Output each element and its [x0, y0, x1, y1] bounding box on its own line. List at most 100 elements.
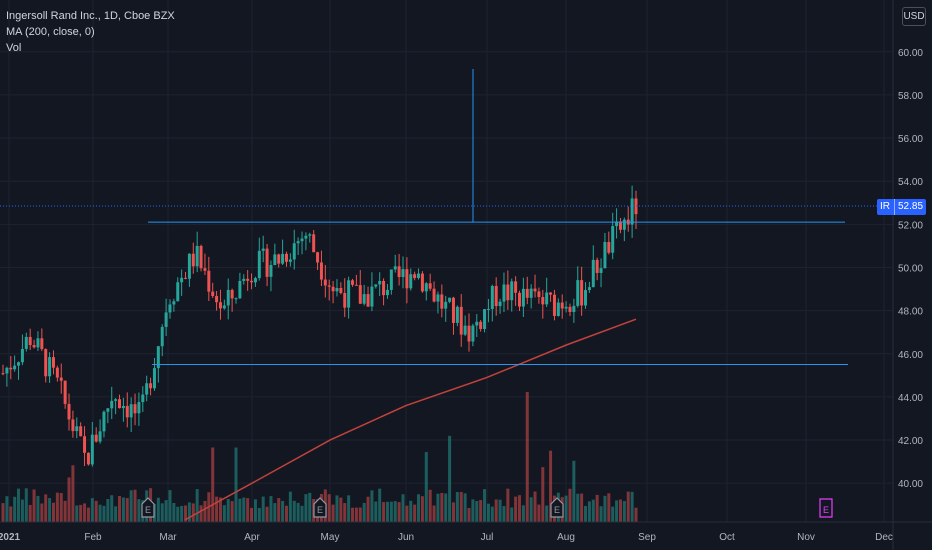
volume-bar — [545, 505, 549, 522]
volume-bar — [448, 435, 452, 522]
volume-bar — [269, 496, 273, 522]
earnings-marker-icon[interactable]: E — [141, 497, 155, 518]
earnings-marker-icon[interactable]: E — [550, 497, 564, 518]
ma-200-line — [184, 318, 637, 521]
volume-bar — [618, 499, 622, 522]
candle-body — [587, 287, 591, 291]
candle-body — [300, 238, 304, 242]
candle-body — [83, 436, 87, 453]
earnings-marker-icon[interactable]: E — [313, 497, 327, 518]
candle-body — [141, 394, 145, 403]
candle-body — [292, 243, 296, 260]
volume-bar — [393, 501, 397, 522]
ma-indicator-label[interactable]: MA (200, close, 0) — [6, 26, 95, 38]
volume-bar — [242, 497, 246, 522]
volume-bar — [471, 499, 475, 522]
volume-bar — [486, 503, 490, 522]
volume-bar — [160, 503, 164, 522]
candle-body — [145, 383, 149, 395]
volume-bar — [230, 501, 234, 522]
volume-indicator-label[interactable]: Vol — [6, 42, 22, 54]
volume-bar — [125, 498, 129, 522]
volume-bar — [133, 489, 137, 522]
candle-body — [479, 321, 483, 329]
candle-body — [622, 219, 626, 230]
volume-bar — [13, 496, 17, 522]
candle-body — [304, 235, 308, 239]
volume-bar — [253, 499, 257, 522]
candle-body — [343, 293, 347, 308]
candle-body — [459, 306, 463, 335]
candle-body — [180, 277, 184, 283]
volume-bar — [397, 502, 401, 522]
candle-body — [572, 305, 576, 312]
volume-bar — [102, 505, 106, 522]
candle-body — [137, 402, 141, 414]
candle-body — [335, 288, 339, 292]
candle-body — [351, 280, 355, 285]
candle-body — [417, 273, 421, 279]
candle-body — [327, 285, 331, 287]
candle-body — [86, 452, 90, 465]
volume-bar — [521, 505, 525, 522]
volume-bar — [110, 495, 114, 522]
volume-bar — [335, 495, 339, 522]
currency-button[interactable]: USD — [902, 7, 926, 26]
candle-body — [483, 309, 487, 329]
volume-bar — [83, 503, 87, 522]
earnings-marker-icon[interactable]: E — [819, 498, 833, 518]
candle-body — [129, 404, 133, 418]
volume-bar — [576, 493, 580, 522]
candle-body — [498, 301, 502, 307]
volume-bar — [541, 467, 545, 522]
last-price-symbol: IR — [880, 199, 895, 215]
volume-bar — [385, 501, 389, 522]
candle-body — [362, 294, 366, 304]
volume-bar — [339, 497, 343, 522]
candle-body — [5, 367, 9, 374]
candle-body — [211, 291, 215, 297]
volume-bar — [517, 495, 521, 522]
candle-body — [580, 280, 584, 306]
symbol-title[interactable]: Ingersoll Rand Inc., 1D, Cboe BZX — [6, 10, 175, 22]
volume-bar — [59, 493, 63, 522]
candle-body — [20, 348, 24, 363]
volume-bar — [20, 499, 24, 522]
volume-bar — [238, 498, 242, 522]
volume-bar — [362, 502, 366, 522]
volume-bar — [164, 500, 168, 522]
candle-body — [215, 296, 219, 303]
candle-body — [226, 289, 230, 306]
volume-bar — [129, 490, 133, 522]
volume-bar — [234, 447, 238, 522]
volume-bar — [71, 465, 75, 522]
volume-bar — [483, 489, 487, 522]
candle-body — [250, 280, 254, 283]
volume-bar — [603, 495, 607, 522]
volume-bar — [106, 498, 110, 522]
volume-bar — [440, 492, 444, 522]
candle-body — [44, 349, 48, 377]
volume-bar — [199, 505, 203, 522]
volume-bar — [63, 500, 67, 522]
volume-bar — [417, 494, 421, 522]
volume-bar — [67, 477, 71, 522]
volume-bar — [261, 496, 265, 522]
candle-body — [59, 377, 63, 381]
volume-bar — [537, 504, 541, 522]
volume-bar — [51, 502, 55, 522]
candle-body — [568, 306, 572, 312]
candle-body — [564, 306, 568, 309]
candle-body — [393, 266, 397, 270]
volume-bar — [75, 505, 79, 522]
candle-body — [71, 419, 75, 432]
candle-body — [525, 288, 529, 298]
candle-body — [316, 252, 320, 263]
volume-bar — [203, 500, 207, 522]
candle-body — [475, 321, 479, 326]
volume-bar — [32, 489, 36, 522]
volume-bar — [490, 506, 494, 522]
candle-body — [428, 283, 432, 289]
candle-body — [451, 297, 455, 323]
